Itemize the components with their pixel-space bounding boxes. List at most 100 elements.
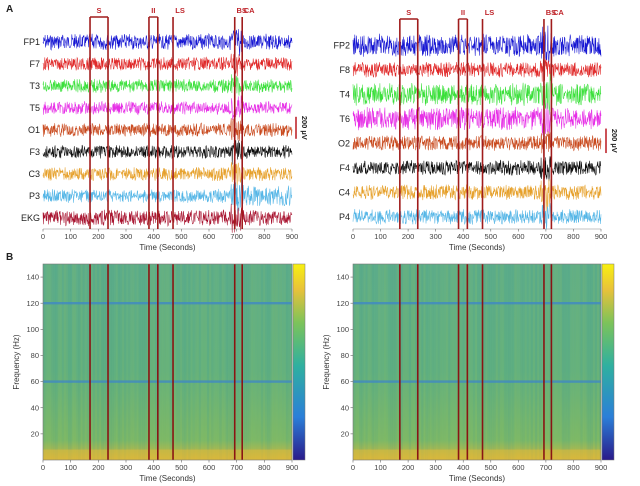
spectrogram-texture (549, 264, 552, 460)
spectrogram-texture (394, 264, 397, 460)
eeg-trace-t4 (352, 73, 602, 115)
x-tick-label: 100 (64, 232, 77, 241)
x-tick-label: 700 (540, 232, 553, 241)
channel-label: T5 (29, 103, 40, 113)
spectrogram-texture (196, 264, 199, 460)
spectrogram-texture (555, 264, 558, 460)
spectrogram-texture (497, 264, 501, 460)
spectrogram-texture (55, 264, 58, 460)
x-tick-label: 0 (41, 463, 45, 472)
spectrogram-texture (412, 264, 416, 460)
spectrogram-texture (161, 264, 164, 460)
scale-bar-label: 200 µV (610, 129, 619, 153)
line-noise-band (353, 302, 601, 305)
eeg-trace-f7 (42, 53, 293, 77)
spectrogram-texture (450, 264, 453, 460)
x-tick-label: 300 (429, 463, 442, 472)
spectrogram-texture (202, 264, 206, 460)
x-axis-label: Time (Seconds) (449, 243, 506, 252)
y-axis-label: Frequency (Hz) (12, 334, 21, 389)
spectrogram-texture (363, 264, 366, 460)
spectrogram-texture (541, 264, 544, 460)
x-tick-label: 0 (351, 463, 355, 472)
spectrogram-texture (256, 264, 260, 460)
spectrogram-texture (468, 264, 472, 460)
spectrogram-texture (231, 264, 235, 460)
spectrogram-texture (514, 264, 517, 460)
spectrogram-texture (155, 264, 158, 460)
spectrogram-texture (126, 264, 129, 460)
x-tick-label: 200 (92, 463, 105, 472)
spectrogram-texture (435, 264, 439, 460)
event-label: BS (546, 8, 556, 17)
spectrogram-texture (586, 264, 589, 460)
spectrogram-texture (576, 264, 579, 460)
spectrogram-texture (522, 264, 525, 460)
spectrogram-texture (400, 264, 403, 460)
spectrogram-texture (357, 264, 360, 460)
line-noise-band (43, 380, 292, 383)
spectrogram-texture (53, 264, 56, 460)
spectrogram-texture (377, 264, 381, 460)
channel-label: T3 (29, 81, 40, 91)
channel-label: T6 (339, 114, 350, 124)
spectrogram-texture (43, 264, 46, 460)
eeg-trace-f4 (352, 156, 602, 182)
spectrogram-texture (279, 264, 282, 460)
spectrogram-texture (539, 264, 542, 460)
spectrogram-texture (140, 264, 143, 460)
spectrogram-texture (186, 264, 189, 460)
spectrogram-texture (285, 264, 289, 460)
y-tick-label: 60 (31, 377, 39, 386)
spectrogram-texture (448, 264, 451, 460)
spectrogram-texture (250, 264, 253, 460)
x-tick-label: 500 (175, 463, 188, 472)
spectrogram-texture (69, 264, 73, 460)
spectrogram-texture (287, 264, 291, 460)
eeg-trace-c3 (42, 162, 293, 186)
spectrogram-texture (446, 264, 449, 460)
x-tick-label: 800 (567, 463, 580, 472)
spectrogram-texture (190, 264, 193, 460)
spectrogram-texture (355, 264, 358, 460)
spectrogram-texture (248, 264, 251, 460)
spectrogram-texture (82, 264, 85, 460)
spectrogram-texture (462, 264, 465, 460)
spectrogram-texture (361, 264, 364, 460)
x-tick-label: 900 (595, 232, 608, 241)
event-label: CA (553, 8, 564, 17)
x-tick-label: 200 (402, 463, 415, 472)
channel-label: FP1 (23, 37, 40, 47)
spectrogram-image (43, 264, 292, 460)
spectrogram-texture (109, 264, 112, 460)
spectrogram-texture (123, 264, 127, 460)
eeg-trace-t5 (42, 95, 293, 121)
spectrogram-texture (431, 264, 434, 460)
spectrogram-texture (84, 264, 87, 460)
line-noise-band (43, 302, 292, 305)
x-tick-label: 200 (402, 232, 415, 241)
spectrogram-texture (508, 264, 511, 460)
x-tick-label: 400 (147, 463, 160, 472)
spectrogram-texture (563, 264, 567, 460)
y-tick-label: 100 (336, 325, 349, 334)
spectrogram-texture (574, 264, 577, 460)
spectrogram-texture (148, 264, 152, 460)
spectrogram-texture (520, 264, 523, 460)
channel-label: FP2 (333, 40, 350, 50)
spectrogram-texture (86, 264, 89, 460)
spectrogram-texture (384, 264, 387, 460)
x-tick-label: 100 (374, 463, 387, 472)
spectrogram-texture (163, 264, 166, 460)
spectrogram-texture (283, 264, 287, 460)
spectrogram-texture (379, 264, 383, 460)
spectrogram-texture (553, 264, 556, 460)
spectrogram-texture (410, 264, 414, 460)
x-tick-label: 700 (540, 463, 553, 472)
spectrogram-texture (406, 264, 410, 460)
low-frequency-band (43, 449, 292, 460)
spectrogram-texture (96, 264, 100, 460)
x-tick-label: 400 (457, 232, 470, 241)
spectrogram-texture (439, 264, 443, 460)
